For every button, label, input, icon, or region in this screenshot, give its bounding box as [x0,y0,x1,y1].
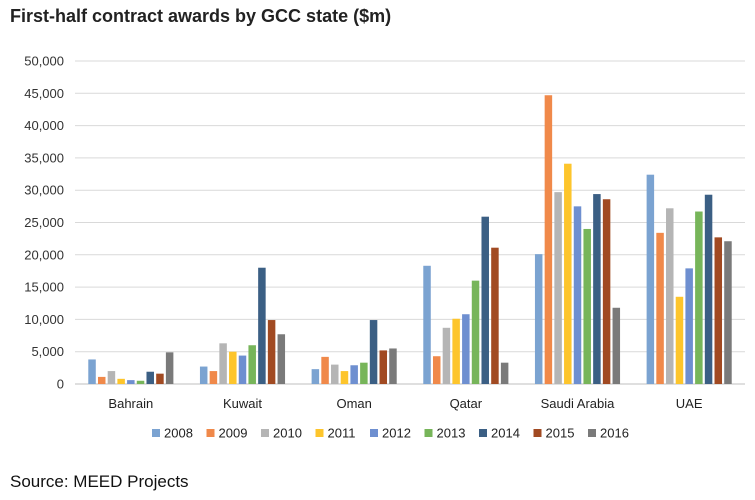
bar-oman-2015 [379,350,388,384]
legend-label-2011: 2011 [328,426,356,441]
bar-saudi-arabia-2010 [554,192,562,384]
y-tick-label: 45,000 [24,86,64,101]
bar-oman-2016 [389,348,397,384]
bar-bahrain-2011 [117,378,125,384]
legend-swatch-2012 [370,429,378,437]
y-tick-label: 35,000 [24,150,64,165]
y-axis: 0 5,000 10,000 15,000 20,000 25,000 30,000 35,0… [24,54,64,392]
x-axis: Bahrain Kuwait Oman Qatar Saudi Arabia UAE [108,396,702,411]
legend-label-2013: 2013 [437,426,466,441]
y-tick-label: 15,000 [24,280,64,295]
x-category-label: Saudi Arabia [541,396,615,411]
bar-uae-2016 [724,241,732,384]
x-category-label: Kuwait [223,396,262,411]
chart-title: First-half contract awards by GCC state … [10,6,392,26]
legend-label-2016: 2016 [600,426,629,441]
legend-swatch-2010 [261,429,269,437]
bar-uae-2008 [646,174,655,384]
bar-saudi-arabia-2015 [602,199,611,384]
legend-swatch-2009 [206,429,215,437]
bar-uae-2011 [675,296,684,384]
legend-label-2010: 2010 [273,426,302,441]
bar-uae-2015 [714,237,723,384]
bar-qatar-2014 [481,216,489,384]
bar-uae-2012 [685,268,693,384]
legend-swatch-2013 [424,429,433,437]
bar-qatar-2013 [471,280,480,384]
bar-qatar-2016 [500,362,509,384]
y-tick-label: 5,000 [31,344,64,359]
y-tick-label: 25,000 [24,215,64,230]
bar-bahrain-2009 [97,376,106,384]
bar-qatar-2008 [423,265,431,384]
bar-kuwait-2011 [229,351,237,384]
bar-oman-2008 [311,369,320,384]
bar-qatar-2015 [491,247,499,384]
y-tick-label: 20,000 [24,247,64,262]
bar-kuwait-2015 [267,320,276,384]
bar-saudi-arabia-2014 [593,194,601,384]
legend-label-2014: 2014 [491,426,520,441]
bar-saudi-arabia-2012 [573,206,582,384]
y-tick-label: 50,000 [24,54,64,69]
bar-saudi-arabia-2016 [612,307,621,384]
source-note: Source: MEED Projects [10,472,189,491]
legend-label-2015: 2015 [546,426,575,441]
legend-swatch-2011 [315,429,324,437]
y-tick-label: 0 [57,377,64,392]
bar-saudi-arabia-2009 [544,95,553,384]
bar-kuwait-2009 [209,371,218,384]
bar-bahrain-2015 [156,373,164,384]
legend-label-2012: 2012 [382,426,411,441]
bar-kuwait-2012 [238,355,247,384]
bar-oman-2014 [369,320,378,384]
x-category-label: Oman [336,396,371,411]
bar-qatar-2010 [442,327,451,384]
bar-uae-2009 [656,232,664,384]
gridlines [75,60,745,385]
bar-qatar-2009 [432,356,441,384]
bar-oman-2009 [321,356,329,384]
bars [88,95,732,384]
legend-swatch-2015 [533,429,542,437]
bar-bahrain-2013 [136,380,145,384]
bar-kuwait-2013 [248,345,256,384]
legend-swatch-2008 [152,429,160,437]
bar-saudi-arabia-2008 [534,254,543,384]
bar-uae-2014 [704,194,713,384]
y-tick-label: 40,000 [24,118,64,133]
legend-label-2008: 2008 [164,426,193,441]
y-tick-label: 30,000 [24,183,64,198]
y-tick-label: 10,000 [24,312,64,327]
bar-kuwait-2008 [199,366,208,384]
bar-bahrain-2008 [88,359,96,384]
bar-qatar-2011 [452,318,460,384]
bar-uae-2013 [695,211,703,384]
legend: 2008 2009 2010 2011 2012 2013 2014 2015 2016 [152,426,629,441]
legend-label-2009: 2009 [219,426,248,441]
bar-oman-2010 [331,364,339,384]
bar-saudi-arabia-2011 [564,163,572,384]
bar-oman-2011 [340,371,349,384]
bar-qatar-2012 [462,314,470,384]
bar-kuwait-2010 [219,343,227,384]
bar-oman-2012 [350,365,358,384]
bar-oman-2013 [360,362,368,384]
legend-swatch-2016 [588,429,596,437]
bar-uae-2010 [666,208,674,384]
bar-kuwait-2014 [258,267,266,384]
x-category-label: Qatar [450,396,483,411]
bar-bahrain-2010 [107,371,116,384]
bar-bahrain-2016 [165,352,174,384]
legend-swatch-2014 [479,429,487,437]
x-category-label: UAE [676,396,703,411]
bar-kuwait-2016 [277,334,286,384]
x-category-label: Bahrain [108,396,153,411]
bar-bahrain-2012 [127,380,135,384]
bar-bahrain-2014 [146,371,154,384]
bar-saudi-arabia-2013 [583,228,591,384]
